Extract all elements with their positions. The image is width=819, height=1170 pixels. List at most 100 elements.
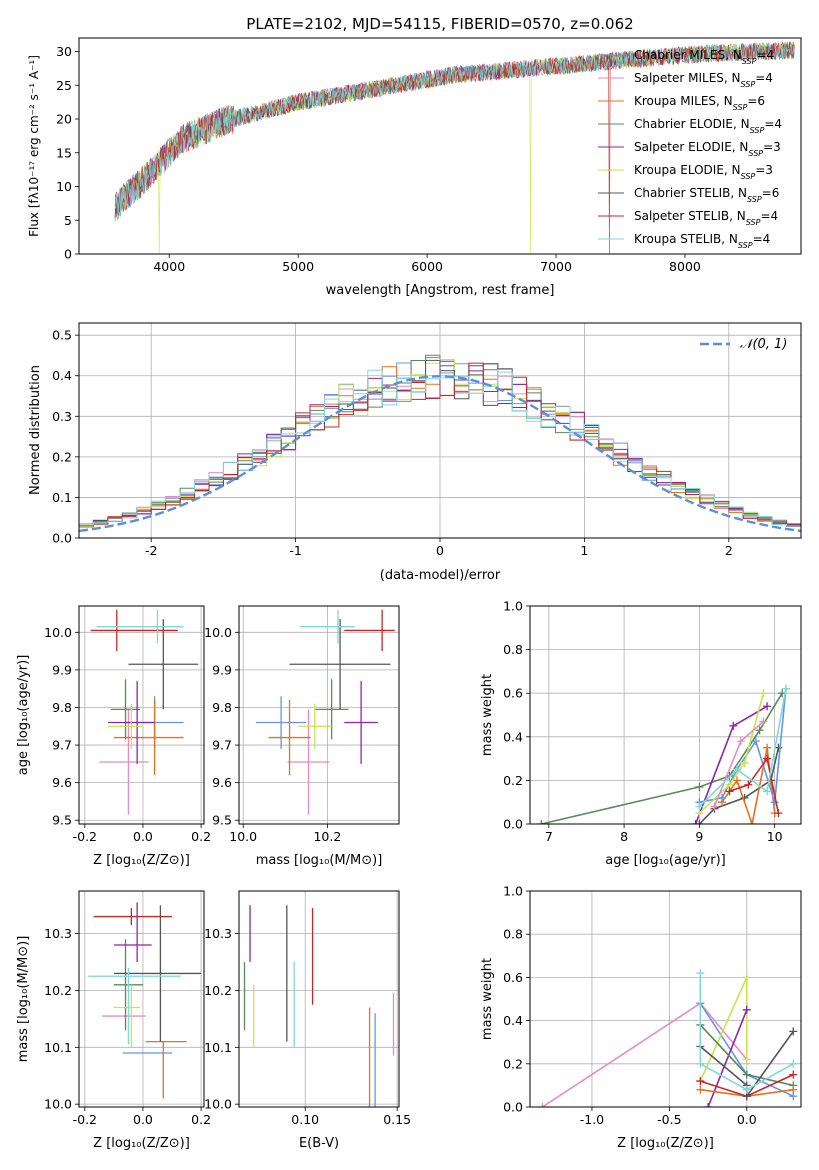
weight-point-marker [759,717,768,726]
spectrum-axes-frame [78,37,802,255]
weight-point-marker [729,721,738,730]
axes-frame [529,890,802,1108]
weight-point-marker [537,820,546,824]
y-tick-label: 20 [56,112,72,127]
histogram-y-label: Normed distribution [28,365,43,495]
weight-point-marker [696,1077,705,1086]
x-tick-label: 4000 [153,259,185,274]
x-axis-label: Z [log₁₀(Z/Z⊙)] [93,853,190,868]
x-tick-label: 6000 [411,259,443,274]
x-axis-label: Z [log₁₀(Z/Z⊙)] [93,1136,190,1151]
mass-weight-vs-age-panel: 7 8 9 10 0.0 0.2 0.4 0.6 0.8 1.0 age [log₁₀(age/yr… [480,599,802,868]
y-tick-label: 0.8 [503,927,523,942]
y-tick-label: 30 [56,44,72,59]
y-tick-label: 0.4 [503,729,523,744]
weight-point-marker [695,820,704,824]
y-tick-label: 0.1 [52,490,72,505]
weight-point-marker [733,776,742,785]
x-tick-label: 8000 [669,259,701,274]
x-tick-label: 8 [620,829,628,844]
weight-point-marker [744,780,753,789]
y-tick-label: 0.0 [52,531,72,546]
y-tick-label: 0.0 [503,817,523,832]
legend-entry: Salpeter MILES, NSSP=4 [634,71,773,89]
y-tick-label: 0.8 [503,642,523,657]
weight-point-marker [755,726,764,735]
panel-data [90,609,199,815]
y-tick-label: 9.8 [52,700,72,715]
normal-reference-curve [78,374,802,533]
panel-data [87,902,202,1099]
y-tick-label: 10.1 [44,1040,72,1055]
axes-frame [238,605,400,825]
spectrum-y-label: Flux [fλ10⁻¹⁷ erg cm⁻² s⁻¹ A⁻¹] [27,55,41,237]
weight-point-marker [763,702,772,711]
y-tick-label: 10.3 [204,926,232,941]
y-tick-label: 9.6 [52,775,72,790]
y-tick-label: 10.1 [204,1040,232,1055]
x-tick-label: 0.0 [133,829,153,844]
histogram-step-line [79,362,801,527]
spectrum-lines [114,41,795,255]
weight-point-marker [691,820,700,824]
x-tick-label: 7000 [540,259,572,274]
y-axis-label: age [log₁₀(age/yr)] [16,655,31,776]
mass-vs-extinction-panel: 0.10 0.15 10.0 10.1 10.2 10.3 E(B-V) [204,890,411,1151]
weight-series-line [698,688,787,808]
y-tick-label: 0.6 [503,686,523,701]
y-tick-label: 9.7 [212,738,232,753]
panel-data [255,609,395,815]
x-tick-label: 9 [695,829,703,844]
y-tick-label: 0.6 [503,970,523,985]
weight-series-line [707,1009,748,1107]
x-axis-label: E(B-V) [299,1136,339,1151]
weight-point-marker [740,758,749,767]
y-tick-label: 0.2 [503,773,523,788]
legend-entry: Salpeter STELIB, NSSP=4 [634,209,778,227]
y-tick-label: 15 [56,145,72,160]
y-tick-label: 0.5 [52,328,72,343]
weight-point-marker [710,802,719,811]
y-tick-label: 10.0 [204,625,232,640]
x-axis-label: mass [log₁₀(M/M⊙)] [256,853,383,868]
y-tick-label: 9.8 [212,700,232,715]
y-axis-label: mass weight [480,674,495,756]
x-tick-label: 1 [580,543,588,558]
weight-point-marker [695,802,704,811]
legend-entry: Chabrier MILES, NSSP=4 [634,48,774,66]
y-tick-label: 9.6 [212,775,232,790]
weight-series-line [699,973,794,1091]
weight-point-marker [742,1070,751,1079]
histogram-panel: -2 -1 0 1 2 0.0 0.1 0.2 0.3 0.4 0.5 (data-model)/e… [28,322,802,583]
weight-point-marker [717,793,726,802]
weight-point-marker [781,684,790,693]
weight-point-marker [789,1059,798,1068]
x-tick-label: -0.5 [657,1112,681,1127]
y-tick-label: 10.0 [44,1097,72,1112]
y-tick-label: 9.7 [52,738,72,753]
histogram-legend-label: 𝒩(0, 1) [740,337,787,352]
histogram-x-label: (data-model)/error [380,568,501,583]
weight-point-marker [770,798,779,807]
y-tick-label: 9.5 [212,813,232,828]
axes-frame [238,890,400,1108]
y-tick-label: 5 [64,213,72,228]
spectrum-panel: 4000 5000 6000 7000 8000 0 5 10 15 20 25 30 PLATE=2… [27,15,802,298]
weight-point-marker [774,809,783,818]
weight-point-marker [742,1085,751,1094]
y-tick-label: 0.2 [503,1056,523,1071]
x-tick-label: 0 [436,543,444,558]
y-tick-label: 0.2 [52,449,72,464]
weight-point-marker [736,737,745,746]
weight-point-marker [725,787,734,796]
spectrum-x-label: wavelength [Angstrom, rest frame] [326,283,555,298]
histogram-steps [79,354,801,528]
y-tick-label: 10.0 [204,1097,232,1112]
chart-title: PLATE=2102, MJD=54115, FIBERID=0570, z=0… [246,15,633,33]
y-tick-label: 0.3 [52,409,72,424]
y-tick-label: 0 [64,247,72,262]
weight-point-marker [789,1085,798,1094]
y-axis-label: mass weight [480,958,495,1040]
weight-point-marker [742,973,751,982]
